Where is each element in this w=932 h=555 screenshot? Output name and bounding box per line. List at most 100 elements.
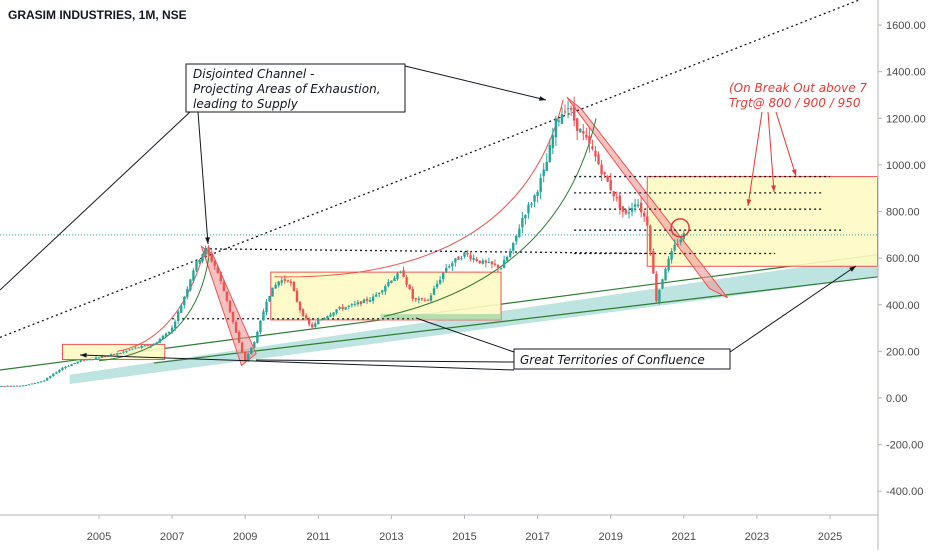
candle	[381, 289, 384, 295]
candle-body	[353, 303, 357, 305]
candle	[176, 310, 180, 324]
candle-body	[411, 289, 414, 299]
candle	[253, 341, 256, 349]
candle-body	[536, 191, 539, 196]
candle	[167, 331, 171, 335]
x-tick-label: 2023	[745, 531, 769, 543]
candle	[524, 214, 527, 225]
candle	[149, 344, 152, 349]
x-tick-label: 2021	[672, 531, 696, 543]
candle	[542, 162, 545, 183]
candle-body	[454, 258, 457, 263]
x-tick-label: 2005	[87, 531, 111, 543]
candle-body	[286, 280, 290, 282]
annotation-channel[interactable]: Disjointed Channel - Projecting Areas of…	[185, 63, 406, 113]
candle	[304, 313, 308, 320]
candle	[673, 239, 676, 252]
candle-body	[149, 345, 152, 347]
candle-body	[186, 288, 189, 297]
candle-body	[170, 327, 174, 332]
candle	[295, 287, 299, 303]
candle-body	[131, 348, 134, 350]
candle	[70, 363, 73, 367]
candle-body	[393, 278, 396, 282]
candle-body	[277, 281, 280, 286]
candle	[475, 256, 478, 263]
candle-body	[502, 260, 506, 269]
candle	[344, 306, 347, 310]
candle-body	[356, 302, 360, 305]
candle-body	[475, 258, 478, 261]
candle-body	[435, 283, 439, 288]
candle-body	[161, 335, 165, 339]
annotation-target[interactable]: (On Break Out above 7 Trgt@ 800 / 900 / …	[729, 81, 867, 110]
candle	[204, 245, 207, 258]
candle	[569, 105, 573, 116]
candle-body	[36, 382, 40, 384]
candle	[3, 386, 6, 388]
candle-body	[189, 279, 192, 291]
candle-body	[143, 345, 146, 347]
candle	[119, 352, 122, 354]
candle	[661, 278, 664, 290]
candle-body	[679, 239, 682, 243]
candle-body	[381, 290, 384, 293]
annotation-channel-line-1: Disjointed Channel -	[193, 67, 314, 81]
candle-body	[594, 150, 597, 157]
candle-body	[548, 145, 551, 162]
candle-body	[298, 301, 302, 311]
candle-body	[289, 281, 293, 284]
candle-body	[304, 315, 308, 319]
candles	[0, 97, 685, 388]
target-zone-box	[646, 176, 879, 267]
candle-body	[438, 279, 442, 284]
candle	[79, 359, 82, 363]
candle-body	[445, 267, 448, 272]
candle	[27, 384, 31, 386]
candle-body	[27, 384, 31, 386]
candle	[332, 312, 335, 318]
candle	[210, 250, 213, 263]
candle	[134, 346, 137, 350]
candle	[551, 127, 555, 155]
candle	[582, 124, 585, 141]
arrow-channel-to-2017	[404, 65, 547, 101]
candle	[539, 173, 542, 200]
x-tick-label: 2007	[160, 531, 184, 543]
candle	[493, 259, 497, 267]
candle	[213, 258, 216, 270]
y-tick-label: -400.00	[886, 486, 923, 498]
candle-body	[505, 256, 509, 261]
candle	[198, 259, 201, 265]
candle	[262, 308, 265, 321]
candle-body	[52, 373, 55, 377]
arrow-target-950-head	[791, 169, 797, 176]
candle-body	[554, 118, 558, 138]
candle	[417, 296, 421, 304]
candle-body	[116, 353, 119, 355]
candle-body	[30, 383, 34, 385]
candle-body	[12, 385, 15, 387]
candle-body	[676, 244, 679, 246]
candle	[487, 257, 491, 264]
arrow-target-800-head	[746, 199, 752, 206]
candle	[338, 305, 341, 311]
candle-body	[652, 251, 655, 274]
candle-body	[109, 354, 113, 356]
candle-body	[493, 263, 497, 265]
candle-body	[405, 277, 408, 285]
candle-body	[472, 257, 475, 260]
annotation-confluence[interactable]: Great Territories of Confluence	[513, 348, 731, 370]
candle-body	[49, 376, 52, 379]
candle-body	[496, 264, 500, 268]
candle	[155, 341, 159, 345]
candle	[441, 272, 445, 283]
candle	[320, 318, 323, 321]
candle	[298, 300, 302, 314]
arrow-channel-to-2007	[197, 111, 209, 245]
candle-body	[244, 351, 247, 361]
arrow-confluence-right-head	[849, 266, 856, 272]
